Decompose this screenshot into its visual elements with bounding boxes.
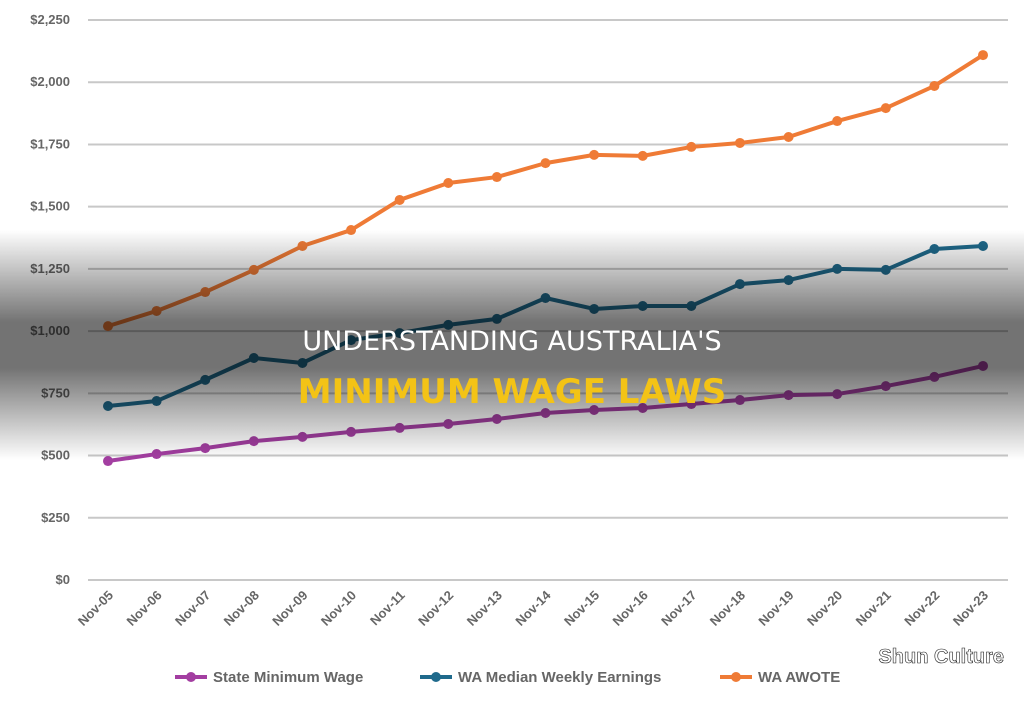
x-tick-label: Nov-08 bbox=[221, 588, 262, 629]
data-point bbox=[832, 116, 843, 127]
x-tick-label: Nov-07 bbox=[172, 588, 213, 629]
y-tick-label: $0 bbox=[56, 572, 70, 587]
data-point bbox=[734, 137, 745, 148]
data-point bbox=[783, 131, 794, 142]
data-point bbox=[394, 194, 405, 205]
y-tick-label: $250 bbox=[41, 510, 70, 525]
y-tick-label: $1,500 bbox=[30, 199, 70, 214]
y-tick-label: $1,750 bbox=[30, 136, 70, 151]
data-point bbox=[686, 141, 697, 152]
y-tick-label: $2,250 bbox=[30, 12, 70, 27]
legend-label: WA Median Weekly Earnings bbox=[458, 669, 661, 686]
x-tick-label: Nov-10 bbox=[318, 588, 359, 629]
x-tick-label: Nov-17 bbox=[658, 588, 699, 629]
watermark: Shun Culture bbox=[878, 646, 1004, 668]
x-tick-label: Nov-12 bbox=[415, 588, 456, 629]
data-point bbox=[880, 103, 891, 114]
x-tick-label: Nov-16 bbox=[610, 588, 651, 629]
legend-marker bbox=[431, 672, 441, 682]
x-tick-label: Nov-13 bbox=[464, 588, 505, 629]
shade-overlay bbox=[0, 230, 1024, 460]
x-tick-label: Nov-18 bbox=[707, 588, 748, 629]
data-point bbox=[589, 149, 600, 160]
legend-label: State Minimum Wage bbox=[213, 669, 363, 686]
x-tick-label: Nov-06 bbox=[123, 588, 164, 629]
x-tick-label: Nov-20 bbox=[804, 588, 845, 629]
data-point bbox=[540, 158, 551, 169]
x-tick-label: Nov-19 bbox=[755, 588, 796, 629]
x-tick-label: Nov-23 bbox=[950, 588, 991, 629]
x-tick-label: Nov-11 bbox=[367, 588, 408, 629]
data-point bbox=[637, 150, 648, 161]
data-point bbox=[978, 50, 988, 61]
x-tick-label: Nov-22 bbox=[901, 588, 942, 629]
x-tick-label: Nov-21 bbox=[853, 588, 894, 629]
data-point bbox=[929, 80, 940, 91]
title-line-2: MINIMUM WAGE LAWS bbox=[297, 372, 727, 412]
x-tick-label: Nov-09 bbox=[269, 588, 310, 629]
x-tick-label: Nov-05 bbox=[75, 588, 116, 629]
legend-marker bbox=[186, 672, 196, 682]
y-tick-label: $2,000 bbox=[30, 74, 70, 89]
legend-marker bbox=[731, 672, 741, 682]
data-point bbox=[443, 178, 454, 189]
title-line-1: UNDERSTANDING AUSTRALIA'S bbox=[302, 326, 722, 357]
x-tick-label: Nov-14 bbox=[512, 587, 554, 629]
legend-label: WA AWOTE bbox=[758, 669, 840, 686]
x-tick-label: Nov-15 bbox=[561, 588, 602, 629]
data-point bbox=[491, 172, 502, 183]
